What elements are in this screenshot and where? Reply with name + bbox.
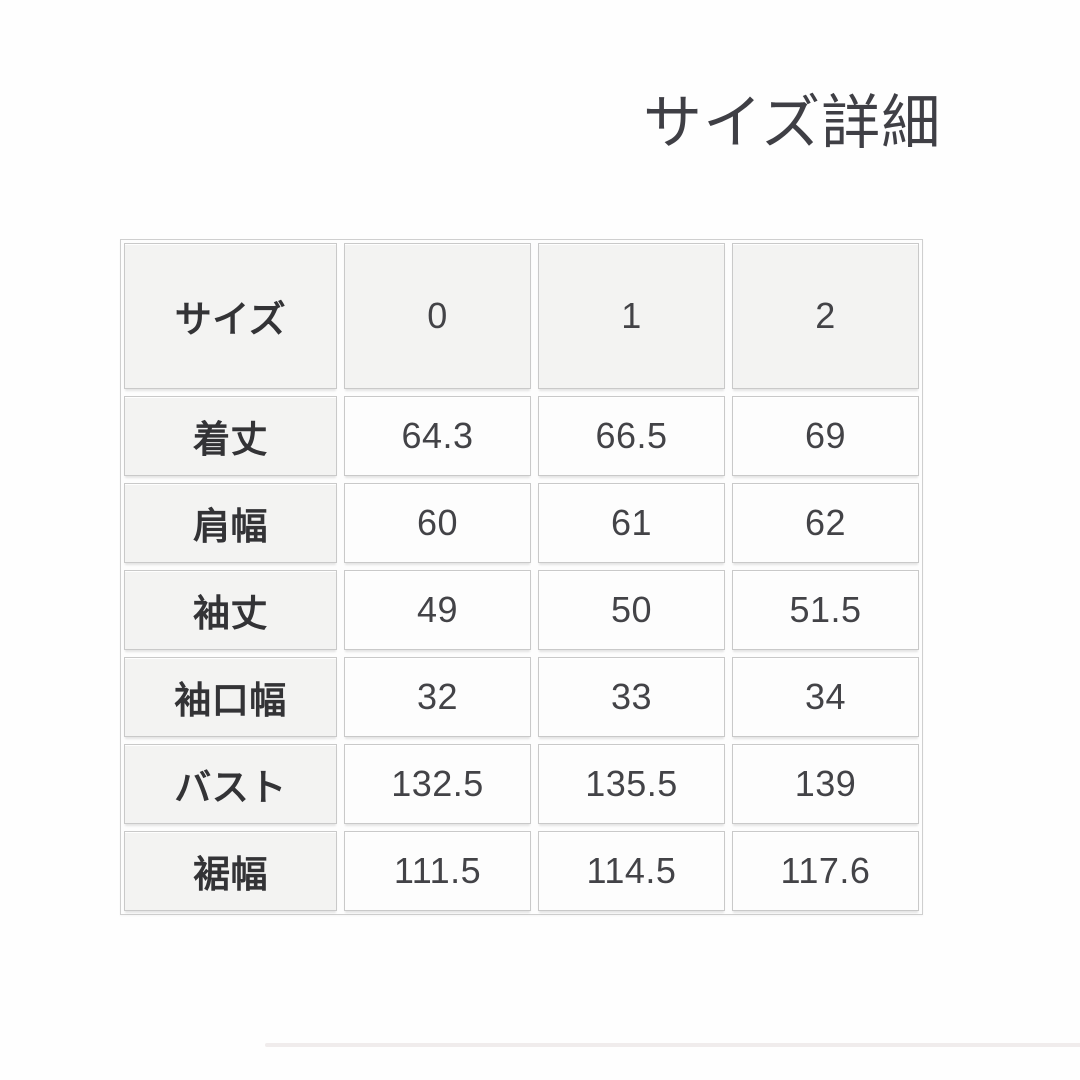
- page-title: サイズ詳細: [643, 90, 942, 156]
- size-table-value: 69: [732, 396, 919, 476]
- size-table-value: 114.5: [538, 831, 725, 911]
- size-table-value: 111.5: [344, 831, 531, 911]
- size-table-value: 34: [732, 657, 919, 737]
- size-table-value: 33: [538, 657, 725, 737]
- size-table-value: 50: [538, 570, 725, 650]
- size-table-value: 62: [732, 483, 919, 563]
- size-table-value: 139: [732, 744, 919, 824]
- size-table-value: 49: [344, 570, 531, 650]
- size-table-value: 61: [538, 483, 725, 563]
- size-table-row-label: 着丈: [124, 396, 337, 476]
- size-table-value: 117.6: [732, 831, 919, 911]
- size-table-value: 66.5: [538, 396, 725, 476]
- size-table-value: 135.5: [538, 744, 725, 824]
- size-table-value: 60: [344, 483, 531, 563]
- size-table-row-label: 裾幅: [124, 831, 337, 911]
- size-table-value: 132.5: [344, 744, 531, 824]
- size-table-value: 64.3: [344, 396, 531, 476]
- size-table-value: 51.5: [732, 570, 919, 650]
- size-table-header-size-0: 0: [344, 243, 531, 389]
- size-table-row-label: 袖丈: [124, 570, 337, 650]
- size-table-header-size-2: 2: [732, 243, 919, 389]
- size-table-value: 32: [344, 657, 531, 737]
- size-table-row-label: バスト: [124, 744, 337, 824]
- size-table-header-size-1: 1: [538, 243, 725, 389]
- size-detail-table: サイズ 0 1 2 着丈 64.3 66.5 69 肩幅 60 61 62 袖丈…: [120, 239, 923, 915]
- size-table-header-label: サイズ: [124, 243, 337, 389]
- size-table-row-label: 袖口幅: [124, 657, 337, 737]
- bottom-divider: [265, 1043, 1080, 1047]
- size-table-row-label: 肩幅: [124, 483, 337, 563]
